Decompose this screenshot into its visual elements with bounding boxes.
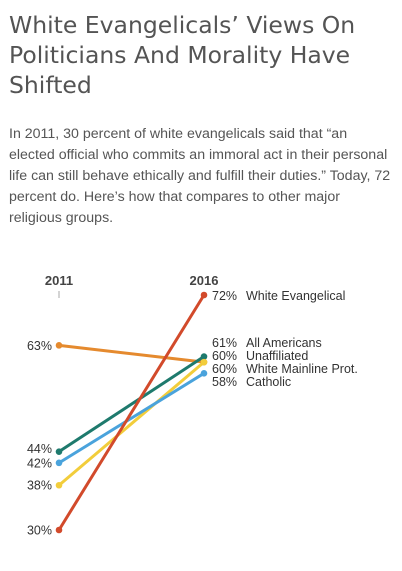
series-line-white-evangelical [57, 293, 206, 532]
label-layer: 30% 72% White Evangelical 44% 61% All America… [27, 289, 358, 538]
value-label-2016-catholic: 58% [212, 375, 237, 389]
x-tick-label-2011: 2011 [45, 273, 73, 288]
series-label-white-mainline-prot: White Mainline Prot. [246, 362, 358, 376]
point-2011-all-americans [55, 448, 63, 455]
series-label-unaffiliated: Unaffiliated [246, 349, 308, 363]
point-2011-unaffiliated [55, 342, 63, 349]
value-label-2011-catholic: 42% [27, 456, 52, 470]
series-line-all-americans [57, 355, 206, 454]
series-label-all-americans: All Americans [246, 336, 322, 350]
point-2016-all-americans [200, 353, 208, 360]
series-line-white-mainline-prot [57, 360, 206, 487]
value-label-2016-all-americans: 61% [212, 336, 237, 350]
x-tick-label-2016: 2016 [190, 273, 219, 288]
value-label-2016-white-mainline-prot: 60% [212, 362, 237, 376]
series-label-white-evangelical: White Evangelical [246, 289, 345, 303]
value-label-2011-white-mainline-prot: 38% [27, 479, 52, 493]
axis-layer: 2011 2016 [45, 273, 219, 298]
value-label-2011-white-evangelical: 30% [27, 524, 52, 538]
chart-title: White Evangelicals’ Views On Politicians… [9, 11, 356, 99]
value-label-2016-unaffiliated: 60% [212, 349, 237, 363]
series-line-unaffiliated [57, 343, 206, 364]
series-label-catholic: Catholic [246, 375, 291, 389]
point-2011-catholic [55, 459, 63, 467]
point-2011-white-mainline-prot [55, 481, 63, 489]
point-2011-white-evangelical [55, 526, 63, 534]
line-layer [57, 293, 206, 532]
point-2016-white-evangelical [200, 291, 208, 299]
value-label-2011-all-americans: 44% [27, 442, 52, 456]
value-label-2011-unaffiliated: 63% [27, 339, 52, 353]
value-label-2016-white-evangelical: 72% [212, 289, 237, 303]
series-line-catholic [57, 371, 206, 465]
point-2016-catholic [200, 370, 208, 377]
dot-layer [55, 291, 208, 534]
point-2016-white-mainline-prot [200, 358, 208, 366]
chart-subtitle: In 2011, 30 percent of white evangelical… [9, 126, 391, 226]
